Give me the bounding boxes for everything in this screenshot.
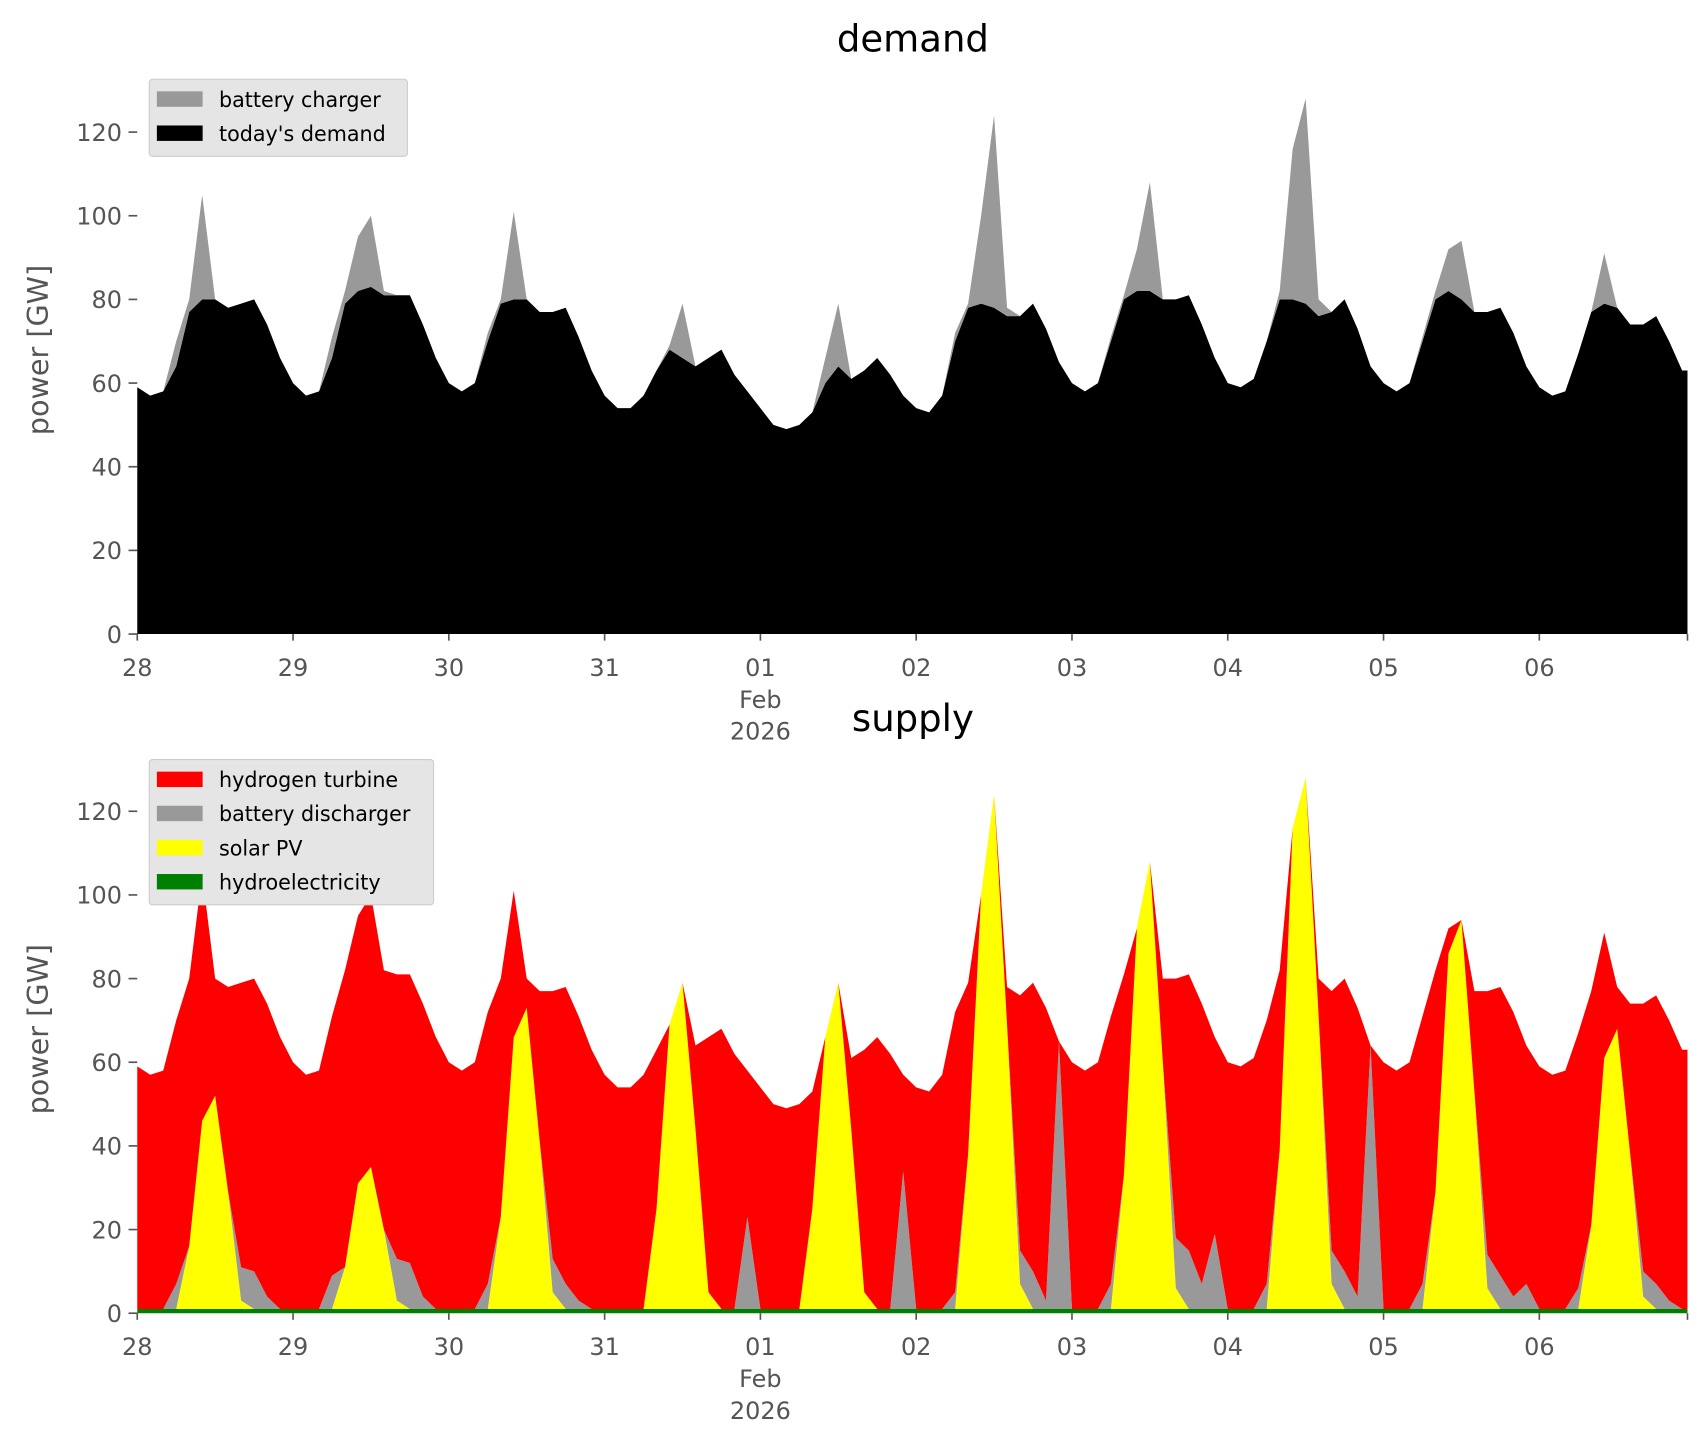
y-tick-label: 120 [76,798,122,826]
chart-title: demand [837,17,989,61]
x-tick-label: 02 [901,654,931,682]
x-tick-line: 28 [122,1333,152,1361]
legend-swatch [156,839,203,856]
x-tick-line: 03 [1057,1333,1087,1361]
x-tick-label: 02 [901,1333,931,1361]
y-tick-label: 20 [92,537,122,565]
area-today-s-demand [137,286,1688,635]
legend-label: battery charger [219,88,381,112]
y-tick-label: 80 [92,965,122,993]
legend: battery charger today's demand [148,78,408,157]
y-tick-label: 120 [76,119,122,147]
x-tick-line: 31 [589,1333,619,1361]
x-tick-line: 30 [434,654,464,682]
area-hydrogen-turbine [137,777,1688,1310]
x-tick-label: 30 [434,654,464,682]
legend-box [148,758,435,906]
x-tick-line: 31 [589,654,619,682]
y-axis-label: power [GW] [22,944,55,1114]
x-tick-line: 04 [1213,654,1243,682]
x-tick-line: Feb [739,686,781,714]
x-tick-label: 03 [1057,1333,1087,1361]
x-tick-line: 01 [745,1333,775,1361]
x-tick-line: 02 [901,654,931,682]
chart-title: supply [852,696,974,740]
x-tick-line: 05 [1368,1333,1398,1361]
y-axis-label: power [GW] [22,265,55,435]
x-tick-label: 05 [1368,654,1398,682]
x-tick-line: 29 [278,654,308,682]
legend-swatch [156,91,203,107]
legend-swatch [156,805,203,822]
supply-chart: 0 20 40 60 80 100 120 28 29 30 31 01 Feb 2026 02 03 04 05… [22,696,1689,1425]
legend: hydrogen turbine battery discharger solar … [148,758,435,906]
legend-swatch [156,874,203,890]
x-tick-label: 01 Feb 2026 [730,1333,791,1425]
x-tick-label: 04 [1213,654,1243,682]
x-tick-label: 29 [278,1333,308,1361]
y-tick-label: 80 [92,286,122,314]
x-tick-label: 01 Feb 2026 [730,654,791,746]
x-tick-line: 06 [1524,654,1554,682]
y-tick-label: 0 [107,1300,122,1328]
area-hydroelectricity [137,1309,1688,1314]
y-tick-label: 100 [76,882,122,910]
x-tick-line: 28 [122,654,152,682]
legend-label: today's demand [219,122,386,146]
legend-label: solar PV [219,836,303,860]
x-tick-line: 04 [1213,1333,1243,1361]
x-tick-label: 28 [122,1333,152,1361]
x-tick-line: 2026 [730,718,791,746]
legend-swatch [156,125,203,141]
x-tick-label: 06 [1524,654,1554,682]
x-tick-label: 28 [122,654,152,682]
legend-label: hydroelectricity [219,870,381,894]
area-battery-charger [137,98,1688,430]
x-tick-label: 04 [1213,1333,1243,1361]
legend-swatch [156,771,203,788]
x-tick-label: 30 [434,1333,464,1361]
x-tick-label: 29 [278,654,308,682]
legend-box [148,78,408,157]
y-tick-label: 0 [107,621,122,649]
legend-label: battery discharger [219,802,411,826]
area-solar-pv [137,777,1688,1310]
y-tick-label: 60 [92,370,122,398]
x-tick-label: 06 [1524,1333,1554,1361]
legend-label: hydrogen turbine [219,768,398,792]
y-tick-label: 60 [92,1049,122,1077]
y-tick-label: 40 [92,1133,122,1161]
x-tick-label: 05 [1368,1333,1398,1361]
x-tick-line: 06 [1524,1333,1554,1361]
y-tick-label: 100 [76,202,122,230]
demand-chart: 0 20 40 60 80 100 120 28 29 30 31 01 Feb 2026 02 03 04 05… [22,17,1689,746]
x-tick-label: 03 [1057,654,1087,682]
x-tick-label: 31 [589,1333,619,1361]
x-tick-line: 02 [901,1333,931,1361]
y-tick-label: 40 [92,453,122,481]
y-tick-label: 20 [92,1216,122,1244]
x-tick-line: 29 [278,1333,308,1361]
x-tick-label: 31 [589,654,619,682]
x-tick-line: Feb [739,1365,781,1393]
x-tick-line: 05 [1368,654,1398,682]
x-tick-line: 2026 [730,1397,791,1425]
x-tick-line: 01 [745,654,775,682]
x-tick-line: 30 [434,1333,464,1361]
x-tick-line: 03 [1057,654,1087,682]
